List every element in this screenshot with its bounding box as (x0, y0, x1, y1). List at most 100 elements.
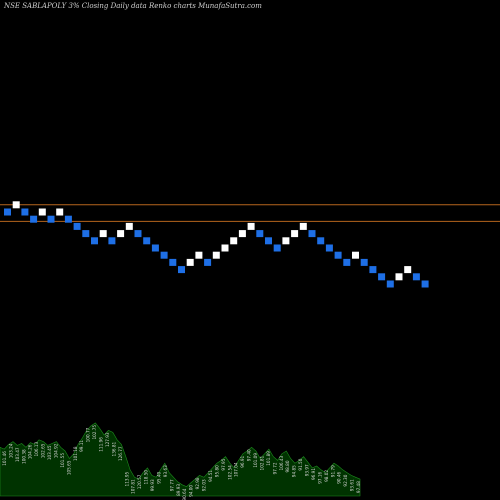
volume-label: 105.65 (66, 460, 71, 475)
volume-label: 103.24 (8, 443, 13, 458)
renko-brick-down (151, 244, 159, 252)
renko-brick-down (386, 280, 394, 288)
volume-label: 120.57 (137, 474, 142, 489)
renko-brick-down (421, 280, 429, 288)
renko-brick-up (125, 222, 133, 230)
volume-label: 97.48 (356, 481, 361, 493)
renko-brick-up (186, 258, 194, 266)
renko-brick-down (30, 215, 38, 223)
volume-label: 96.91 (311, 468, 316, 480)
volume-label: 98.02 (324, 470, 329, 482)
renko-brick-down (143, 237, 151, 245)
renko-brick-up (395, 273, 403, 281)
volume-label: 97.95 (221, 458, 226, 470)
renko-brick-down (178, 266, 185, 274)
renko-brick-down (378, 273, 386, 281)
renko-brick-down (334, 251, 342, 259)
renko-brick-up (195, 251, 203, 259)
volume-label: 93.63 (163, 465, 168, 477)
volume-label: 92.98 (195, 477, 200, 489)
volume-label: 104.92 (54, 443, 59, 458)
volume-label: 98.80 (285, 460, 290, 472)
volume-label: 106.43 (279, 455, 284, 470)
volume-label: 95.80 (214, 465, 219, 477)
volume-label: 90.46 (337, 471, 342, 483)
renko-brick-down (82, 230, 90, 238)
renko-brick-down (317, 237, 325, 245)
renko-brick-down (412, 273, 420, 281)
renko-brick-down (308, 230, 316, 238)
volume-label: 89.93 (176, 484, 181, 496)
volume-label: 118.50 (144, 470, 149, 485)
volume-label: 101.09 (253, 453, 258, 468)
renko-brick-down (160, 251, 168, 259)
renko-brick-up (38, 208, 46, 216)
renko-brick-up (230, 237, 238, 245)
renko-brick-up (404, 266, 412, 274)
volume-label: 94.85 (292, 465, 297, 477)
volume-label: 91.79 (330, 465, 335, 477)
volume-label: 101.46 (2, 451, 7, 466)
volume-label: 101.89 (266, 451, 271, 466)
volume-label: 99.11 (79, 440, 84, 452)
volume-label: 94.00 (189, 485, 194, 497)
volume-label: 103.45 (47, 445, 52, 460)
renko-brick-down (21, 208, 29, 216)
renko-bricks (4, 201, 429, 288)
volume-area (0, 422, 361, 497)
volume-label: 96.91 (240, 455, 245, 467)
renko-brick-down (256, 230, 264, 238)
volume-label: 100.77 (86, 427, 91, 442)
renko-brick-down (360, 258, 368, 266)
volume-label: 97.40 (247, 449, 252, 461)
renko-brick-down (4, 208, 11, 216)
renko-brick-up (352, 251, 359, 259)
renko-brick-up (56, 208, 64, 216)
renko-brick-up (299, 222, 307, 230)
renko-brick-up (12, 201, 20, 209)
renko-brick-down (134, 230, 142, 238)
renko-brick-up (117, 230, 125, 238)
volume-label: 102.65 (41, 443, 46, 458)
renko-brick-up (291, 230, 299, 238)
renko-brick-up (221, 244, 229, 252)
volume-label: 90.64 (182, 488, 187, 500)
volume-label: 136.81 (111, 441, 116, 456)
volume-label: 101.55 (60, 453, 65, 468)
volume-label: 111.96 (99, 437, 104, 452)
renko-brick-down (91, 237, 98, 245)
volume-label: 94.51 (208, 470, 213, 482)
volume-label: 102.75 (92, 425, 97, 440)
renko-brick-down (64, 215, 72, 223)
volume-label: 95.40 (157, 471, 162, 483)
renko-brick-down (325, 244, 333, 252)
renko-brick-down (343, 258, 351, 266)
volume-label: 93.97 (305, 464, 310, 476)
renko-brick-down (204, 258, 212, 266)
volume-label: 103.47 (15, 447, 20, 462)
chart-title: NSE SABLAPOLY 3% Closing Daily data Renk… (4, 2, 262, 10)
volume-label: 126.77 (118, 446, 123, 461)
renko-brick-up (247, 222, 255, 230)
volume-label: 100.38 (21, 449, 26, 464)
volume-label: 91.50 (298, 458, 303, 470)
volume-label: 92.03 (202, 479, 207, 491)
volume-label: 127.93 (105, 432, 110, 447)
renko-brick-down (265, 237, 272, 245)
renko-brick-up (282, 237, 290, 245)
volume-label: 107.04 (234, 462, 239, 477)
renko-brick-down (273, 244, 281, 252)
volume-label: 102.54 (227, 465, 232, 480)
volume-label: 97.77 (169, 479, 174, 491)
volume-label: 99.93 (150, 479, 155, 491)
volume-label: 113.95 (124, 471, 129, 486)
renko-brick-down (169, 258, 177, 266)
volume-label: 107.81 (131, 479, 136, 494)
renko-brick-up (99, 230, 107, 238)
volume-label: 106.13 (34, 441, 39, 456)
reference-lines (0, 204, 500, 222)
volume-label: 102.81 (260, 455, 265, 470)
renko-brick-up (212, 251, 220, 259)
